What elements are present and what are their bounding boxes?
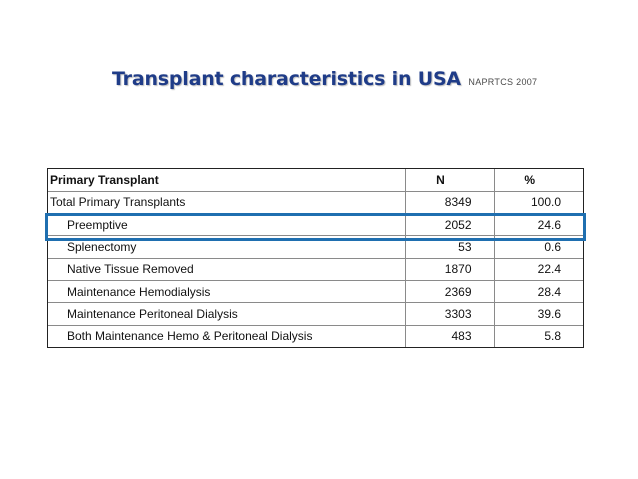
transplant-table: Primary Transplant N % Total Primary Tra… bbox=[47, 168, 584, 349]
row-pct: 28.4 bbox=[494, 280, 583, 304]
header-label: Primary Transplant bbox=[48, 169, 406, 192]
table-row: Preemptive 2052 24.6 bbox=[48, 213, 583, 237]
source-citation: NAPRTCS 2007 bbox=[468, 77, 538, 87]
row-n: 8349 bbox=[405, 191, 495, 215]
row-n: 1870 bbox=[405, 258, 495, 281]
row-pct: 39.6 bbox=[494, 302, 583, 326]
row-pct: 22.4 bbox=[494, 258, 583, 281]
table-row: Native Tissue Removed 1870 22.4 bbox=[48, 258, 583, 281]
row-n: 2369 bbox=[405, 280, 495, 304]
table-row: Maintenance Peritoneal Dialysis 3303 39.… bbox=[48, 302, 583, 326]
table-row: Splenectomy 53 0.6 bbox=[48, 235, 583, 259]
row-label: Both Maintenance Hemo & Peritoneal Dialy… bbox=[48, 325, 406, 348]
slide-title: Transplant characteristics in USA NAPRTC… bbox=[112, 68, 537, 90]
header-n: N bbox=[405, 169, 495, 192]
title-text: Transplant characteristics in USA bbox=[112, 68, 461, 90]
row-label: Preemptive bbox=[48, 213, 406, 237]
row-n: 3303 bbox=[405, 302, 495, 326]
row-label: Splenectomy bbox=[48, 235, 406, 259]
row-n: 53 bbox=[405, 235, 495, 259]
row-label: Maintenance Peritoneal Dialysis bbox=[48, 302, 406, 326]
table-row: Maintenance Hemodialysis 2369 28.4 bbox=[48, 280, 583, 304]
row-label: Total Primary Transplants bbox=[48, 191, 406, 215]
table-row: Total Primary Transplants 8349 100.0 bbox=[48, 191, 583, 215]
row-pct: 0.6 bbox=[494, 235, 583, 259]
row-pct: 100.0 bbox=[494, 191, 583, 215]
row-label: Native Tissue Removed bbox=[48, 258, 406, 281]
row-n: 483 bbox=[405, 325, 495, 348]
row-pct: 24.6 bbox=[494, 213, 583, 237]
row-pct: 5.8 bbox=[544, 329, 561, 344]
row-label: Maintenance Hemodialysis bbox=[48, 280, 406, 304]
table-header-row: Primary Transplant N % bbox=[48, 169, 583, 192]
header-pct: % bbox=[494, 169, 583, 192]
row-n: 2052 bbox=[405, 213, 495, 237]
table-row: Both Maintenance Hemo & Peritoneal Dialy… bbox=[48, 325, 583, 348]
